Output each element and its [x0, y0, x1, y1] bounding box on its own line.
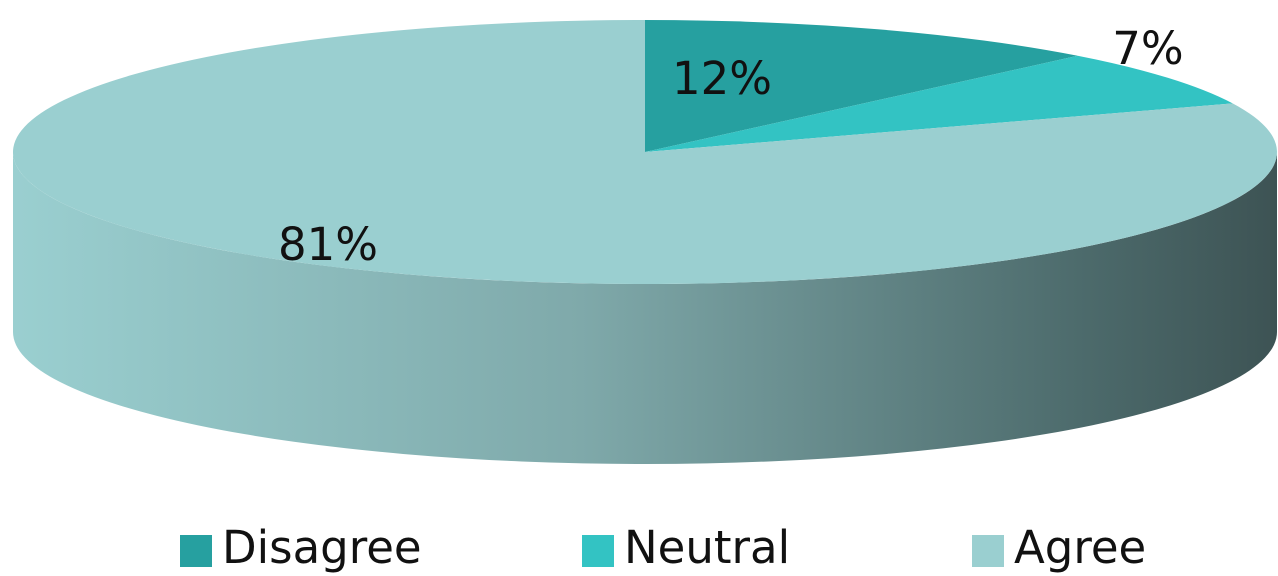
- pie-slice-agree: [12, 20, 1277, 284]
- pie-top-face: [12, 20, 1277, 284]
- legend-label-agree: Agree: [1014, 521, 1146, 574]
- legend-swatch-disagree: [180, 535, 212, 567]
- legend-swatch-agree: [972, 535, 1004, 567]
- pie-side-wall-shape: [13, 152, 1277, 464]
- pie-slice-disagree: [645, 20, 1078, 152]
- pie-label-disagree: 12%: [672, 52, 772, 105]
- pie-label-agree: 81%: [278, 218, 378, 271]
- legend-item-neutral: Neutral: [582, 521, 790, 574]
- pie-label-neutral: 7%: [1112, 22, 1183, 75]
- legend-swatch-neutral: [582, 535, 614, 567]
- legend: Disagree Neutral Agree: [180, 521, 1146, 574]
- legend-item-disagree: Disagree: [180, 521, 422, 574]
- pie-slice-neutral: [645, 55, 1233, 153]
- pie-data-labels: 12% 7% 81%: [278, 22, 1184, 271]
- legend-label-disagree: Disagree: [222, 521, 422, 574]
- legend-item-agree: Agree: [972, 521, 1146, 574]
- legend-label-neutral: Neutral: [624, 521, 790, 574]
- pie-side-wall: [13, 152, 1277, 464]
